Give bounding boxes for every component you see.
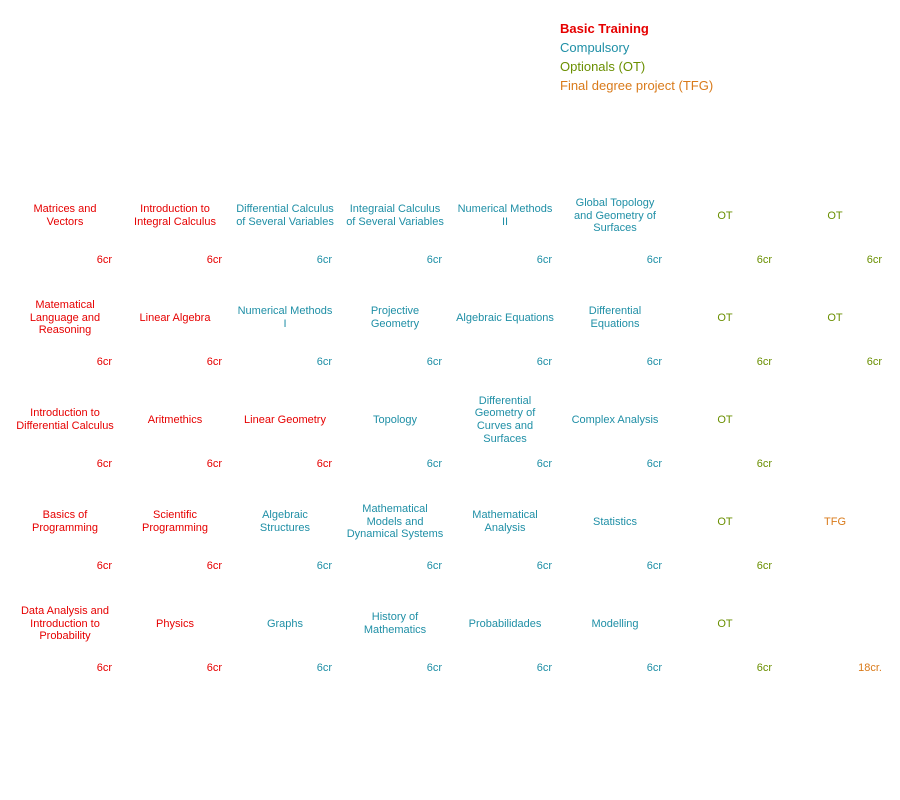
credit-label: 6cr — [782, 354, 888, 370]
course-cell: Projective Geometry — [342, 282, 448, 354]
credit-label: 6cr — [12, 558, 118, 574]
credit-label: 6cr — [342, 354, 448, 370]
course-cell: OT — [672, 282, 778, 354]
credit-label: 6cr — [232, 354, 338, 370]
credit-label: 6cr — [12, 252, 118, 268]
credit-label: 6cr — [452, 558, 558, 574]
course-cell: Mathematical Analysis — [452, 486, 558, 558]
legend-item: Final degree project (TFG) — [560, 77, 713, 96]
grid-row: Introduction to Differential CalculusAri… — [12, 384, 888, 456]
credit-label: 6cr — [342, 456, 448, 472]
credit-label: 6cr — [672, 252, 778, 268]
credit-label: 6cr — [562, 558, 668, 574]
course-cell: Global Topology and Geometry of Surfaces — [562, 180, 668, 252]
grid-row: Matematical Language and ReasoningLinear… — [12, 282, 888, 354]
course-cell: Integraial Calculus of Several Variables — [342, 180, 448, 252]
course-cell: Differential Equations — [562, 282, 668, 354]
credit-row: 6cr6cr6cr6cr6cr6cr6cr18cr. — [12, 660, 888, 676]
course-cell: Data Analysis and Introduction to Probab… — [12, 588, 118, 660]
credit-label: 6cr — [12, 660, 118, 676]
credit-label: 6cr — [452, 354, 558, 370]
credit-label: 6cr — [122, 354, 228, 370]
credit-label: 6cr — [452, 660, 558, 676]
course-cell: Algebraic Structures — [232, 486, 338, 558]
credit-label: 6cr — [232, 558, 338, 574]
legend-item: Optionals (OT) — [560, 58, 713, 77]
course-cell: Differential Calculus of Several Variabl… — [232, 180, 338, 252]
course-cell: Scientific Programming — [122, 486, 228, 558]
course-cell: TFG — [782, 486, 888, 558]
credit-row: 6cr6cr6cr6cr6cr6cr6cr. — [12, 558, 888, 574]
course-cell: Mathematical Models and Dynamical System… — [342, 486, 448, 558]
course-cell: Probabilidades — [452, 588, 558, 660]
credit-label: 6cr — [672, 354, 778, 370]
legend: Basic TrainingCompulsoryOptionals (OT)Fi… — [560, 20, 713, 95]
course-cell: OT — [672, 180, 778, 252]
grid-row: Basics of ProgrammingScientific Programm… — [12, 486, 888, 558]
credit-label: 18cr. — [782, 660, 888, 676]
credit-label: 6cr — [452, 252, 558, 268]
credit-label: 6cr — [232, 660, 338, 676]
course-cell: OT — [782, 282, 888, 354]
credit-label: 6cr — [672, 456, 778, 472]
course-cell: Numerical Methods II — [452, 180, 558, 252]
credit-label: 6cr — [562, 660, 668, 676]
course-cell: OT — [782, 180, 888, 252]
course-cell: Matrices and Vectors — [12, 180, 118, 252]
credit-label: 6cr — [342, 252, 448, 268]
course-cell: Modelling — [562, 588, 668, 660]
credit-label: 6cr — [562, 252, 668, 268]
course-cell: Introduction to Integral Calculus — [122, 180, 228, 252]
course-cell — [782, 588, 888, 660]
course-cell: Complex Analysis — [562, 384, 668, 456]
credit-label: 6cr — [672, 660, 778, 676]
credit-label: 6cr — [562, 354, 668, 370]
course-cell: Graphs — [232, 588, 338, 660]
course-cell: History of Mathematics — [342, 588, 448, 660]
credit-label: 6cr — [342, 660, 448, 676]
course-cell: Numerical Methods I — [232, 282, 338, 354]
course-cell: Physics — [122, 588, 228, 660]
course-cell: OT — [672, 486, 778, 558]
course-cell — [782, 384, 888, 456]
credit-label: 6cr — [122, 252, 228, 268]
credit-row: 6cr6cr6cr6cr6cr6cr6cr. — [12, 456, 888, 472]
credit-label: 6cr — [232, 456, 338, 472]
credit-label: 6cr — [232, 252, 338, 268]
credit-label: 6cr — [12, 456, 118, 472]
credit-label: 6cr — [452, 456, 558, 472]
course-cell: Topology — [342, 384, 448, 456]
credit-label: 6cr — [562, 456, 668, 472]
legend-item: Compulsory — [560, 39, 713, 58]
credit-label: 6cr — [122, 558, 228, 574]
credit-label: 6cr — [782, 252, 888, 268]
legend-item: Basic Training — [560, 20, 713, 39]
course-cell: Differential Geometry of Curves and Surf… — [452, 384, 558, 456]
credit-label: 6cr — [342, 558, 448, 574]
course-cell: Introduction to Differential Calculus — [12, 384, 118, 456]
credit-label: 6cr — [12, 354, 118, 370]
course-cell: Matematical Language and Reasoning — [12, 282, 118, 354]
course-cell: Algebraic Equations — [452, 282, 558, 354]
course-cell: Linear Algebra — [122, 282, 228, 354]
grid-row: Data Analysis and Introduction to Probab… — [12, 588, 888, 660]
course-cell: OT — [672, 588, 778, 660]
credit-row: 6cr6cr6cr6cr6cr6cr6cr6cr — [12, 354, 888, 370]
course-cell: Linear Geometry — [232, 384, 338, 456]
course-cell: Statistics — [562, 486, 668, 558]
credit-row: 6cr6cr6cr6cr6cr6cr6cr6cr — [12, 252, 888, 268]
course-cell: Aritmethics — [122, 384, 228, 456]
credit-label: 6cr — [122, 660, 228, 676]
course-cell: OT — [672, 384, 778, 456]
course-cell: Basics of Programming — [12, 486, 118, 558]
grid-row: Matrices and VectorsIntroduction to Inte… — [12, 180, 888, 252]
credit-label: 6cr — [122, 456, 228, 472]
curriculum-grid: Matrices and VectorsIntroduction to Inte… — [12, 180, 888, 690]
credit-label: 6cr — [672, 558, 778, 574]
